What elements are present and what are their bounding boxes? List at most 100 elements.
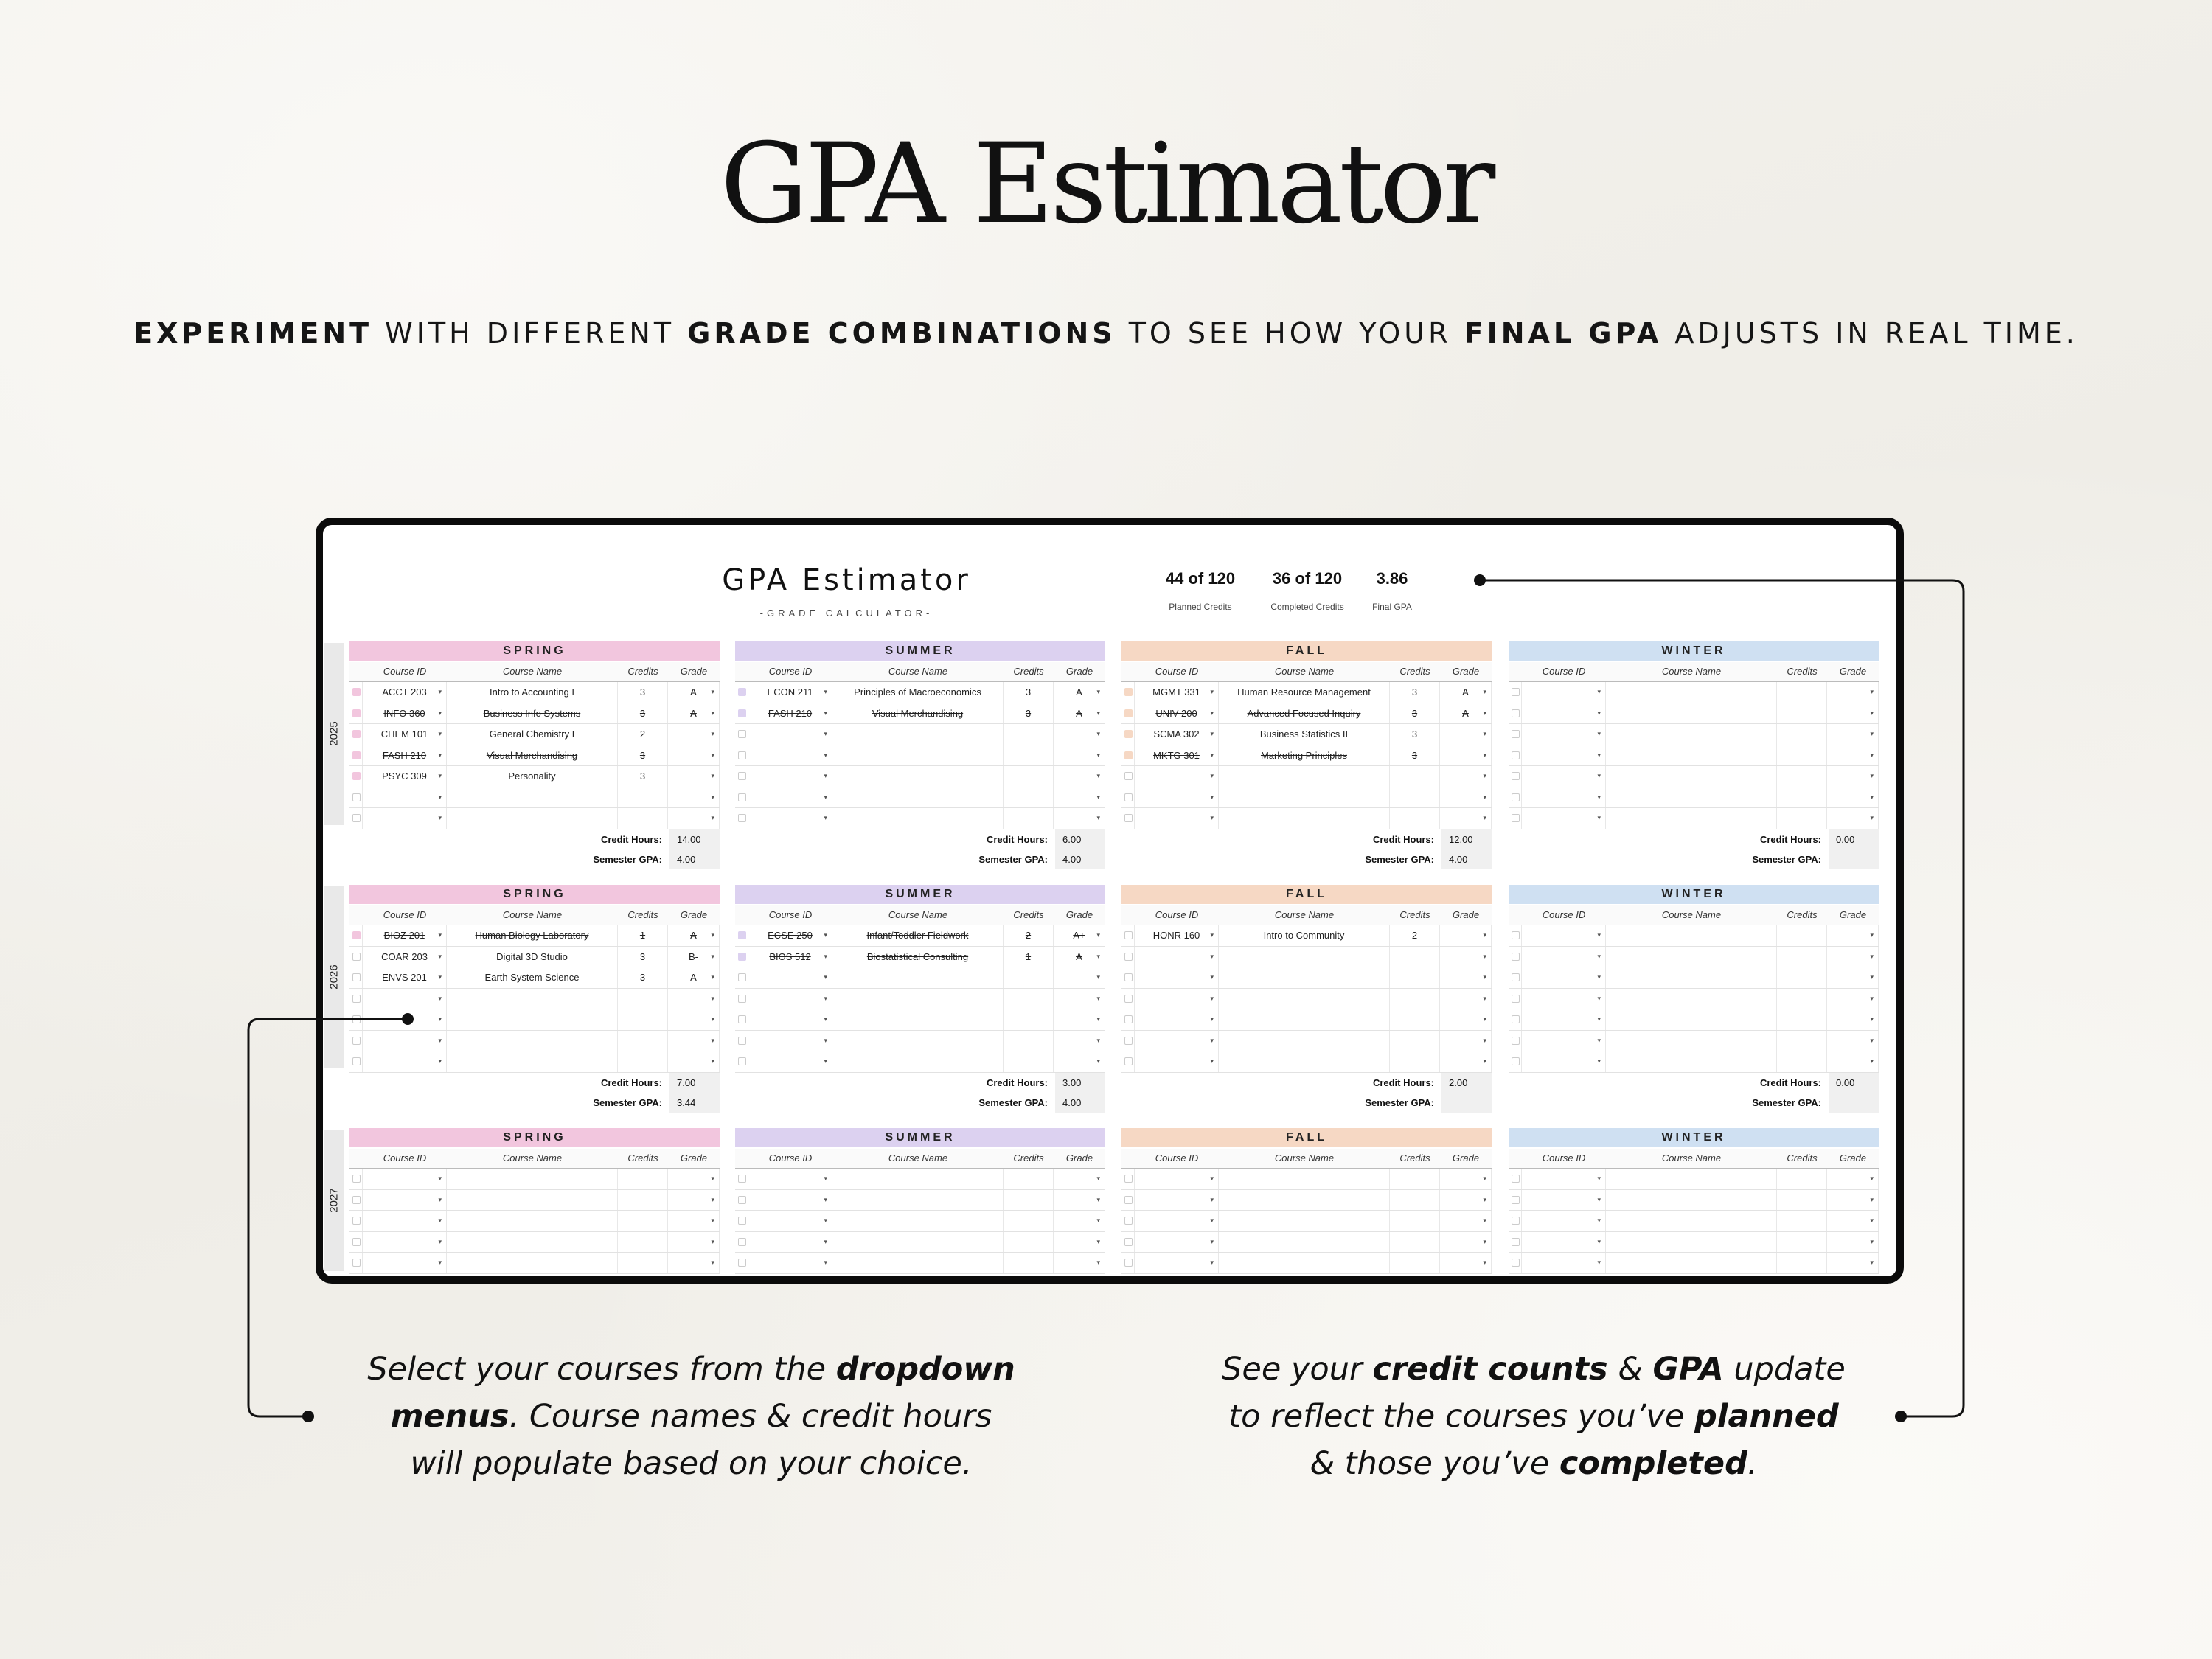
grade-dropdown[interactable]: ▾ [1827, 967, 1879, 988]
dropdown-arrow-icon[interactable]: ▾ [711, 1036, 714, 1044]
completed-checkbox-cell[interactable] [349, 1189, 363, 1210]
dropdown-arrow-icon[interactable]: ▾ [1483, 1057, 1486, 1065]
dropdown-arrow-icon[interactable]: ▾ [824, 1195, 827, 1203]
dropdown-arrow-icon[interactable]: ▾ [438, 730, 442, 737]
course-id-dropdown[interactable]: ▾ [1522, 1253, 1606, 1273]
grade-dropdown[interactable]: ▾ [1827, 946, 1879, 967]
completed-checkbox[interactable] [1512, 730, 1520, 738]
dropdown-arrow-icon[interactable]: ▾ [1210, 1217, 1214, 1224]
course-id-dropdown[interactable]: ▾ [1522, 808, 1606, 829]
completed-checkbox[interactable] [738, 772, 746, 780]
dropdown-arrow-icon[interactable]: ▾ [438, 1036, 442, 1044]
grade-dropdown[interactable]: ▾ [668, 1030, 720, 1051]
course-id-dropdown[interactable]: ▾ [1135, 967, 1219, 988]
course-id-dropdown[interactable]: ▾ [1522, 1009, 1606, 1030]
completed-checkbox-cell[interactable] [735, 925, 748, 946]
grade-dropdown[interactable]: ▾ [1054, 1009, 1105, 1030]
course-id-dropdown[interactable]: ▾ [748, 745, 832, 765]
grade-dropdown[interactable]: ▾ [1827, 808, 1879, 829]
dropdown-arrow-icon[interactable]: ▾ [1096, 1057, 1100, 1065]
course-id-dropdown[interactable]: BIOS 512 ▾ [748, 946, 832, 967]
completed-checkbox-cell[interactable] [1509, 946, 1522, 967]
completed-checkbox[interactable] [1124, 994, 1133, 1003]
completed-checkbox[interactable] [1512, 973, 1520, 981]
course-id-dropdown[interactable]: ▾ [1135, 1051, 1219, 1072]
course-id-dropdown[interactable]: ▾ [1522, 1189, 1606, 1210]
dropdown-arrow-icon[interactable]: ▾ [1483, 772, 1486, 779]
dropdown-arrow-icon[interactable]: ▾ [1597, 994, 1601, 1002]
completed-checkbox-cell[interactable] [1121, 1009, 1135, 1030]
course-id-dropdown[interactable]: FASH 210 ▾ [363, 745, 447, 765]
grade-dropdown[interactable]: A ▾ [1054, 946, 1105, 967]
dropdown-arrow-icon[interactable]: ▾ [824, 1259, 827, 1266]
completed-checkbox[interactable] [1512, 1195, 1520, 1204]
dropdown-arrow-icon[interactable]: ▾ [1483, 931, 1486, 939]
dropdown-arrow-icon[interactable]: ▾ [1870, 1217, 1874, 1224]
course-id-dropdown[interactable]: ▾ [363, 988, 447, 1009]
grade-dropdown[interactable]: ▾ [668, 766, 720, 787]
completed-checkbox-cell[interactable] [735, 1189, 748, 1210]
completed-checkbox-cell[interactable] [349, 1051, 363, 1072]
grade-dropdown[interactable]: ▾ [1440, 745, 1492, 765]
course-id-dropdown[interactable]: COAR 203 ▾ [363, 946, 447, 967]
course-id-dropdown[interactable]: ▾ [748, 766, 832, 787]
dropdown-arrow-icon[interactable]: ▾ [1597, 973, 1601, 981]
completed-checkbox[interactable] [352, 973, 361, 981]
grade-dropdown[interactable]: ▾ [668, 988, 720, 1009]
completed-checkbox-cell[interactable] [735, 682, 748, 703]
dropdown-arrow-icon[interactable]: ▾ [1096, 973, 1100, 981]
course-id-dropdown[interactable]: ▾ [748, 1030, 832, 1051]
grade-dropdown[interactable]: ▾ [1054, 745, 1105, 765]
dropdown-arrow-icon[interactable]: ▾ [1483, 709, 1486, 717]
course-id-dropdown[interactable]: ▾ [1135, 766, 1219, 787]
completed-checkbox-cell[interactable] [1121, 967, 1135, 988]
completed-checkbox[interactable] [1512, 1057, 1520, 1065]
dropdown-arrow-icon[interactable]: ▾ [711, 973, 714, 981]
dropdown-arrow-icon[interactable]: ▾ [1210, 814, 1214, 821]
completed-checkbox[interactable] [1124, 973, 1133, 981]
completed-checkbox[interactable] [1124, 1015, 1133, 1023]
dropdown-arrow-icon[interactable]: ▾ [1597, 931, 1601, 939]
course-id-dropdown[interactable]: ▾ [363, 808, 447, 829]
grade-dropdown[interactable]: A ▾ [668, 925, 720, 946]
completed-checkbox[interactable] [1124, 709, 1133, 717]
completed-checkbox-cell[interactable] [349, 946, 363, 967]
dropdown-arrow-icon[interactable]: ▾ [1096, 814, 1100, 821]
dropdown-arrow-icon[interactable]: ▾ [1597, 1175, 1601, 1182]
dropdown-arrow-icon[interactable]: ▾ [1597, 709, 1601, 717]
completed-checkbox-cell[interactable] [1509, 1030, 1522, 1051]
completed-checkbox[interactable] [738, 973, 746, 981]
course-id-dropdown[interactable]: ▾ [1522, 925, 1606, 946]
completed-checkbox[interactable] [352, 1217, 361, 1225]
course-id-dropdown[interactable]: ▾ [1135, 1211, 1219, 1231]
completed-checkbox-cell[interactable] [1121, 808, 1135, 829]
course-id-dropdown[interactable]: ▾ [1135, 787, 1219, 807]
dropdown-arrow-icon[interactable]: ▾ [1096, 1195, 1100, 1203]
course-id-dropdown[interactable]: ECON 211 ▾ [748, 682, 832, 703]
dropdown-arrow-icon[interactable]: ▾ [824, 994, 827, 1002]
completed-checkbox[interactable] [738, 1036, 746, 1045]
grade-dropdown[interactable]: ▾ [1054, 1189, 1105, 1210]
dropdown-arrow-icon[interactable]: ▾ [1210, 1015, 1214, 1023]
dropdown-arrow-icon[interactable]: ▾ [824, 751, 827, 759]
completed-checkbox-cell[interactable] [1509, 703, 1522, 723]
dropdown-arrow-icon[interactable]: ▾ [438, 994, 442, 1002]
dropdown-arrow-icon[interactable]: ▾ [711, 1259, 714, 1266]
dropdown-arrow-icon[interactable]: ▾ [711, 1057, 714, 1065]
completed-checkbox[interactable] [1512, 1217, 1520, 1225]
dropdown-arrow-icon[interactable]: ▾ [438, 931, 442, 939]
dropdown-arrow-icon[interactable]: ▾ [1483, 688, 1486, 695]
completed-checkbox-cell[interactable] [1509, 1169, 1522, 1189]
dropdown-arrow-icon[interactable]: ▾ [438, 973, 442, 981]
dropdown-arrow-icon[interactable]: ▾ [1870, 1195, 1874, 1203]
dropdown-arrow-icon[interactable]: ▾ [438, 814, 442, 821]
dropdown-arrow-icon[interactable]: ▾ [1483, 1015, 1486, 1023]
course-id-dropdown[interactable]: ▾ [1522, 967, 1606, 988]
grade-dropdown[interactable]: ▾ [1054, 988, 1105, 1009]
completed-checkbox[interactable] [1512, 793, 1520, 801]
grade-dropdown[interactable]: ▾ [1054, 766, 1105, 787]
dropdown-arrow-icon[interactable]: ▾ [1096, 952, 1100, 960]
course-id-dropdown[interactable]: ▾ [1522, 787, 1606, 807]
dropdown-arrow-icon[interactable]: ▾ [1597, 688, 1601, 695]
completed-checkbox[interactable] [352, 1195, 361, 1204]
